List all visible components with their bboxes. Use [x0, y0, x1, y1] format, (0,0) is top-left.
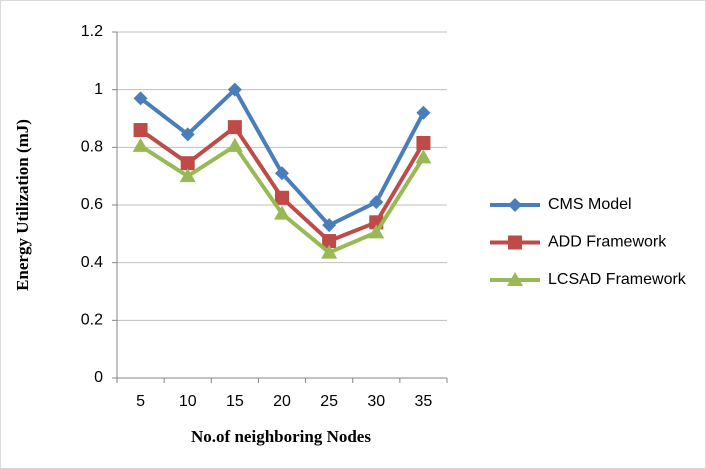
marker	[508, 198, 522, 212]
x-tick-label: 25	[320, 393, 338, 410]
x-axis-title: No.of neighboring Nodes	[191, 427, 371, 446]
y-tick-label: 1.2	[81, 23, 103, 40]
marker	[322, 234, 337, 249]
legend-label: ADD Framework	[548, 234, 667, 251]
y-tick-label: 0.8	[81, 139, 103, 156]
marker	[179, 168, 196, 183]
marker	[227, 120, 242, 135]
legend-label: CMS Model	[548, 196, 632, 213]
marker	[226, 137, 243, 152]
marker	[180, 156, 195, 171]
x-tick-label: 30	[367, 393, 385, 410]
marker	[415, 149, 432, 164]
y-tick-label: 0.6	[81, 196, 103, 213]
x-tick-label: 10	[179, 393, 197, 410]
marker	[321, 244, 338, 259]
x-tick-label: 20	[273, 393, 291, 410]
legend-label: LCSAD Framework	[548, 271, 687, 288]
marker	[369, 195, 384, 210]
x-tick-label: 35	[415, 393, 433, 410]
marker	[507, 272, 523, 286]
marker	[274, 205, 290, 220]
y-axis-title: Energy Utilization (mJ)	[13, 119, 32, 291]
marker	[416, 136, 431, 151]
marker	[132, 137, 149, 152]
marker	[275, 190, 289, 205]
x-tick-label: 5	[136, 393, 145, 410]
y-tick-label: 0	[94, 369, 103, 386]
marker	[275, 166, 289, 181]
y-tick-label: 0.2	[81, 312, 103, 329]
marker	[133, 91, 148, 106]
marker	[368, 224, 385, 239]
x-tick-label: 15	[226, 393, 244, 410]
marker	[227, 82, 242, 97]
marker	[133, 123, 148, 138]
marker	[416, 105, 431, 120]
marker	[180, 127, 195, 142]
marker	[508, 235, 522, 250]
marker	[322, 218, 337, 233]
y-tick-label: 0.4	[81, 254, 103, 271]
y-tick-label: 1	[94, 81, 103, 98]
